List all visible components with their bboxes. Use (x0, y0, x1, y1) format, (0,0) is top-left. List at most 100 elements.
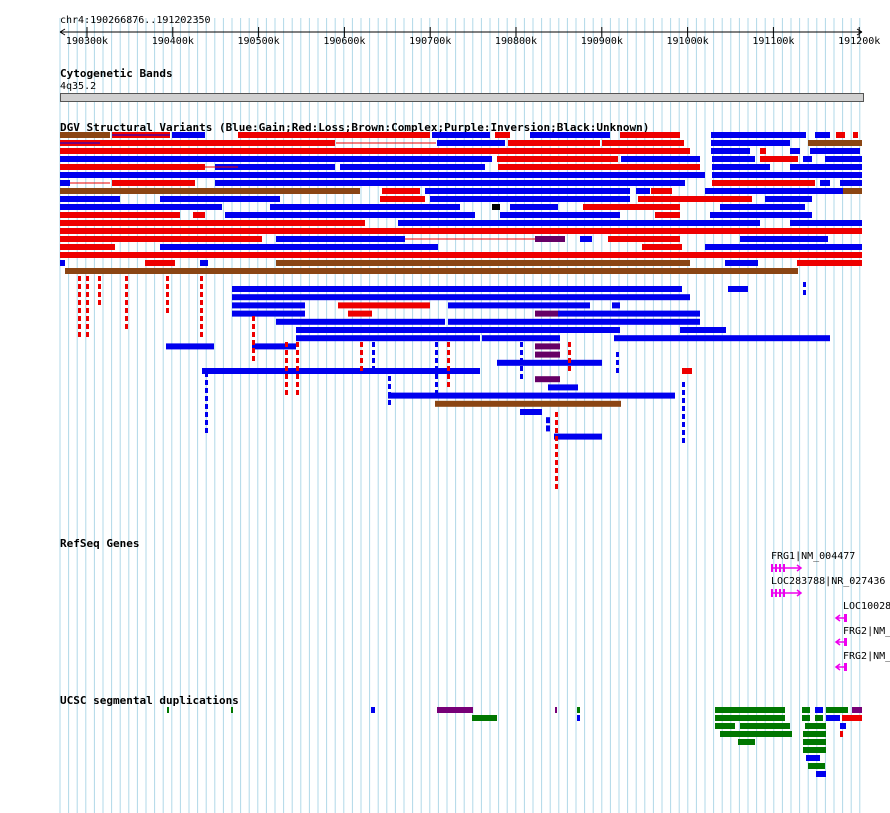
dgv-variant (86, 284, 89, 289)
dgv-variant (495, 132, 510, 138)
dgv-variant (193, 212, 205, 218)
dgv-variant (711, 148, 750, 154)
dgv-variant (238, 132, 430, 138)
segdup-feature (802, 715, 810, 721)
segdup-feature (808, 763, 825, 769)
dgv-variant (725, 260, 758, 266)
dgv-variant (98, 276, 101, 281)
dgv-variant (797, 260, 862, 266)
dgv-variant (430, 196, 630, 202)
ruler-tick-label: 190400k (152, 36, 194, 47)
dgv-variant (602, 140, 684, 146)
dgv-variant (555, 420, 558, 425)
dgv-variant (682, 406, 685, 411)
dgv-variant (60, 180, 70, 186)
dgv-variant (60, 156, 492, 162)
ruler-tick-label: 190800k (495, 36, 537, 47)
region-label: chr4:190266876..191202350 (60, 15, 211, 26)
refseq-track-title[interactable]: RefSeq Genes (60, 537, 140, 550)
gene-label-frg1[interactable]: FRG1|NM_004477 (771, 551, 856, 562)
segdup-feature (371, 707, 375, 713)
dgv-variant (435, 366, 438, 371)
dgv-variant (296, 374, 299, 379)
segdup-features[interactable] (0, 700, 890, 810)
dgv-variant (200, 324, 203, 329)
dgv-variant (498, 164, 700, 170)
dgv-variant (682, 438, 685, 443)
dgv-variant (125, 324, 128, 329)
dgv-variant (790, 148, 800, 154)
gene-label-frg2-b[interactable]: FRG2|NM_ (843, 651, 890, 662)
dgv-variant (435, 342, 438, 347)
dgv-variant (435, 382, 438, 387)
gene-label-loc283788[interactable]: LOC283788|NR_027436 (771, 576, 886, 587)
segdup-feature (472, 715, 497, 721)
dgv-variant (437, 140, 505, 146)
dgv-variant (276, 260, 690, 266)
dgv-variant (145, 260, 175, 266)
segdup-feature (715, 723, 735, 729)
dgv-variant (60, 260, 65, 266)
dgv-variant (682, 430, 685, 435)
gene-label-frg2-a[interactable]: FRG2|NM_ (843, 626, 890, 637)
dgv-variant (98, 284, 101, 289)
segdup-feature (740, 723, 790, 729)
dgv-variant (166, 308, 169, 313)
dgv-variant (60, 212, 180, 218)
segdup-track-title[interactable]: UCSC segmental duplications (60, 694, 239, 707)
dgv-variant (435, 374, 438, 379)
gene-label-loc10028[interactable]: LOC10028 (843, 601, 890, 612)
dgv-variant (683, 318, 700, 325)
dgv-variant (435, 350, 438, 355)
dgv-variant (78, 324, 81, 329)
dgv-variant (232, 310, 305, 317)
dgv-variant (555, 412, 558, 417)
dgv-variant (372, 342, 375, 347)
dgv-variant (820, 180, 830, 186)
dgv-features[interactable] (0, 132, 890, 532)
dgv-variant (200, 260, 208, 266)
dgv-variant (360, 342, 363, 347)
dgv-variant (682, 422, 685, 427)
dgv-variant (568, 366, 571, 371)
segdup-feature (715, 707, 785, 713)
dgv-variant (638, 196, 752, 202)
segdup-feature (806, 755, 820, 761)
dgv-variant (843, 188, 862, 194)
dgv-variant (296, 335, 480, 342)
dgv-track-title[interactable]: DGV Structural Variants (Blue:Gain;Red:L… (60, 121, 650, 134)
dgv-variant (160, 196, 280, 202)
dgv-variant (296, 350, 299, 355)
dgv-variant (86, 324, 89, 329)
dgv-variant (340, 164, 485, 170)
dgv-variant (200, 284, 203, 289)
dgv-variant (252, 348, 255, 353)
dgv-variant (520, 358, 523, 363)
dgv-variant (520, 409, 542, 415)
dgv-variant (202, 368, 480, 374)
dgv-variant (546, 417, 550, 424)
cytoband-bar[interactable] (60, 93, 864, 102)
dgv-variant (815, 132, 830, 138)
dgv-variant (447, 350, 450, 355)
dgv-variant (388, 392, 391, 397)
segdup-feature (738, 739, 755, 745)
dgv-variant (546, 425, 550, 432)
dgv-variant (60, 148, 690, 154)
dgv-variant (388, 400, 391, 405)
ruler-tick-label: 191000k (667, 36, 709, 47)
dgv-variant (548, 384, 578, 391)
refseq-gene-glyphs[interactable] (0, 555, 890, 675)
ruler-scale[interactable]: 190300k 190400k 190500k 190600k 190700k 19080… (0, 24, 890, 74)
dgv-variant (682, 414, 685, 419)
dgv-variant (388, 376, 391, 381)
dgv-variant (205, 412, 208, 417)
dgv-variant (398, 220, 760, 226)
cytoband-track-title[interactable]: Cytogenetic Bands (60, 67, 173, 80)
dgv-variant (568, 342, 571, 347)
segdup-feature (720, 731, 792, 737)
dgv-variant (710, 212, 812, 218)
dgv-variant (60, 140, 335, 146)
dgv-variant (500, 212, 620, 218)
dgv-variant (712, 156, 755, 162)
